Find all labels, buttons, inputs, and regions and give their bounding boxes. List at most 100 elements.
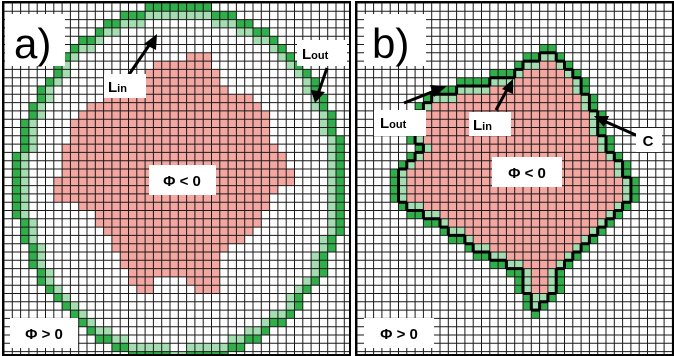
- outer-boundary-cell: [514, 268, 523, 277]
- inner-boundary-cell: [145, 343, 154, 352]
- interior-cell: [431, 202, 440, 211]
- inner-boundary-cell: [622, 193, 631, 203]
- outer-boundary-cell: [28, 260, 38, 269]
- outer-boundary-cell: [464, 77, 474, 86]
- interior-cell: [170, 218, 179, 228]
- interior-cell: [531, 185, 540, 194]
- interior-cell: [481, 193, 490, 203]
- interior-cell: [415, 193, 424, 203]
- interior-cell: [219, 227, 229, 236]
- interior-cell: [539, 285, 548, 294]
- interior-cell: [103, 160, 112, 169]
- interior-cell: [423, 185, 432, 194]
- interior-cell: [547, 210, 557, 219]
- interior-cell: [581, 144, 590, 153]
- interior-cell: [473, 210, 482, 219]
- interior-cell: [572, 218, 582, 228]
- panel-b-c-arrowhead: [594, 116, 609, 127]
- inner-boundary-cell: [219, 19, 229, 28]
- interior-cell: [103, 193, 112, 203]
- interior-cell: [194, 77, 204, 86]
- interior-cell: [448, 102, 457, 111]
- interior-cell: [597, 177, 606, 186]
- interior-cell: [219, 152, 229, 161]
- interior-cell: [423, 202, 432, 211]
- interior-cell: [440, 110, 449, 120]
- panel-a-exterior-box: [10, 318, 78, 348]
- outer-boundary-cell: [28, 243, 38, 252]
- interior-cell: [456, 110, 465, 120]
- interior-cell: [440, 135, 449, 145]
- outer-boundary-cell: [464, 243, 474, 252]
- interior-cell: [170, 119, 179, 128]
- interior-cell: [506, 144, 515, 153]
- interior-cell: [203, 193, 212, 203]
- interior-cell: [170, 210, 179, 219]
- interior-cell: [556, 86, 565, 95]
- interior-cell: [531, 127, 540, 136]
- outer-boundary-cell: [78, 36, 87, 45]
- interior-cell: [236, 94, 245, 103]
- inner-boundary-cell: [398, 185, 407, 194]
- inner-boundary-cell: [103, 326, 112, 335]
- inner-boundary-cell: [236, 27, 245, 37]
- interior-cell: [572, 110, 582, 120]
- interior-cell: [506, 102, 515, 111]
- inner-boundary-cell: [62, 69, 71, 78]
- interior-cell: [170, 202, 179, 211]
- interior-cell: [506, 252, 515, 261]
- interior-cell: [62, 144, 71, 153]
- interior-cell: [269, 152, 278, 161]
- interior-cell: [531, 193, 540, 203]
- outer-boundary-cell: [20, 127, 29, 136]
- outer-boundary-cell: [440, 86, 449, 95]
- interior-cell: [473, 202, 482, 211]
- interior-cell: [219, 127, 229, 136]
- outer-boundary-cell: [481, 252, 490, 261]
- interior-cell: [498, 152, 507, 161]
- interior-cell: [136, 135, 146, 145]
- interior-cell: [178, 218, 187, 228]
- interior-cell: [456, 210, 465, 219]
- interior-cell: [211, 127, 220, 136]
- inner-boundary-cell: [37, 252, 46, 261]
- interior-cell: [614, 185, 623, 194]
- interior-cell: [498, 135, 507, 145]
- interior-cell: [120, 218, 129, 228]
- interior-cell: [440, 185, 449, 194]
- outer-boundary-cell: [336, 218, 345, 228]
- interior-cell: [120, 169, 129, 178]
- interior-cell: [547, 77, 557, 86]
- panel-a: a) Lin Lout Φ < 0 Φ > 0: [2, 1, 351, 356]
- interior-cell: [531, 94, 540, 103]
- interior-cell: [211, 276, 220, 286]
- outer-boundary-cell: [37, 86, 46, 95]
- interior-cell: [145, 119, 154, 128]
- interior-cell: [539, 135, 548, 145]
- interior-cell: [211, 86, 220, 95]
- inner-boundary-cell: [606, 210, 615, 219]
- panel-a-interior-label: Φ < 0: [163, 173, 201, 190]
- interior-cell: [95, 110, 104, 120]
- interior-cell: [539, 276, 548, 286]
- interior-cell: [211, 285, 220, 294]
- interior-cell: [564, 243, 573, 252]
- outer-boundary-cell: [390, 177, 399, 186]
- outer-boundary-cell: [581, 243, 590, 252]
- inner-boundary-cell: [327, 177, 336, 186]
- interior-cell: [103, 127, 112, 136]
- interior-cell: [228, 135, 237, 145]
- outer-boundary-cell: [45, 285, 54, 294]
- interior-cell: [203, 252, 212, 261]
- interior-cell: [111, 102, 121, 111]
- interior-cell: [440, 127, 449, 136]
- interior-cell: [539, 110, 548, 120]
- interior-cell: [70, 185, 79, 194]
- interior-cell: [236, 160, 245, 169]
- inner-boundary-cell: [62, 293, 71, 302]
- interior-cell: [95, 135, 104, 145]
- interior-cell: [95, 160, 104, 169]
- inner-boundary-cell: [87, 318, 96, 327]
- interior-cell: [506, 152, 515, 161]
